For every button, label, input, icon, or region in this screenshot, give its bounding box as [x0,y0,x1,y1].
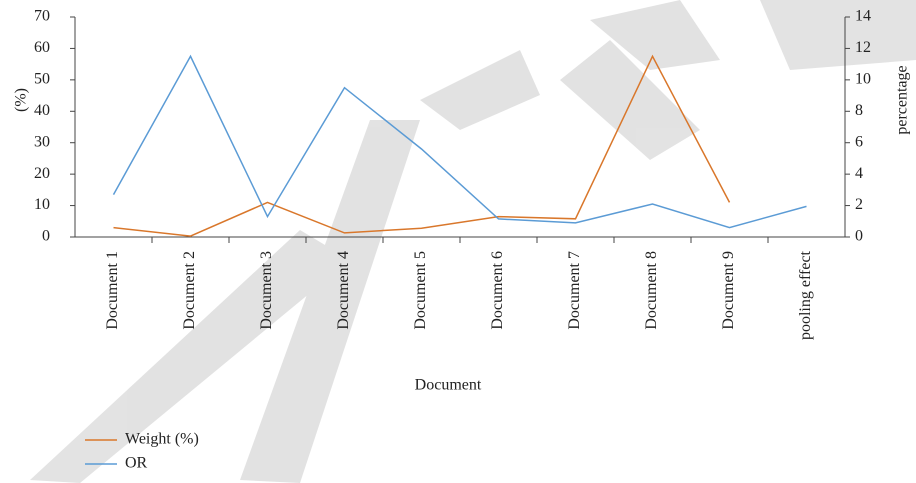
x-axis-label: Document [415,377,482,394]
y-tick-label: 40 [34,102,50,119]
y2-tick-label: 2 [855,196,863,213]
y2-tick-label: 8 [855,102,863,119]
x-tick-label: Document 7 [566,251,583,330]
y2-tick-label: 6 [855,133,863,150]
y2-tick-label: 0 [855,228,863,245]
series-line [112,54,807,229]
x-tick-label: Document 8 [643,251,660,330]
y2-tick-label: 12 [855,39,871,56]
x-tick-label: Document 2 [181,251,198,330]
watermark [30,0,916,483]
x-tick-label: Document 5 [412,251,429,330]
x-tick-label: Document 4 [335,251,352,330]
y-axis-label: (%) [13,88,30,112]
y-tick-label: 30 [34,133,50,150]
y2-tick-label: 4 [855,165,863,182]
legend-label: Weight (%) [125,431,199,448]
y2-axis-label: percentage [894,65,911,134]
y-tick-label: 50 [34,71,50,88]
y-tick-label: 20 [34,165,50,182]
x-tick-label: Document 3 [258,251,275,330]
y-tick-label: 60 [34,39,50,56]
y-tick-label: 70 [34,8,50,25]
x-tick-label: Document 1 [104,251,121,330]
x-tick-label: Document 9 [720,251,737,330]
x-tick-label: Document 6 [489,251,506,330]
y2-tick-label: 10 [855,71,871,88]
y2-tick-label: 14 [855,8,871,25]
x-tick-label: pooling effect [797,250,814,340]
y-tick-label: 0 [42,228,50,245]
legend-label: OR [125,455,148,472]
y-tick-label: 10 [34,196,50,213]
series-line [113,54,731,237]
